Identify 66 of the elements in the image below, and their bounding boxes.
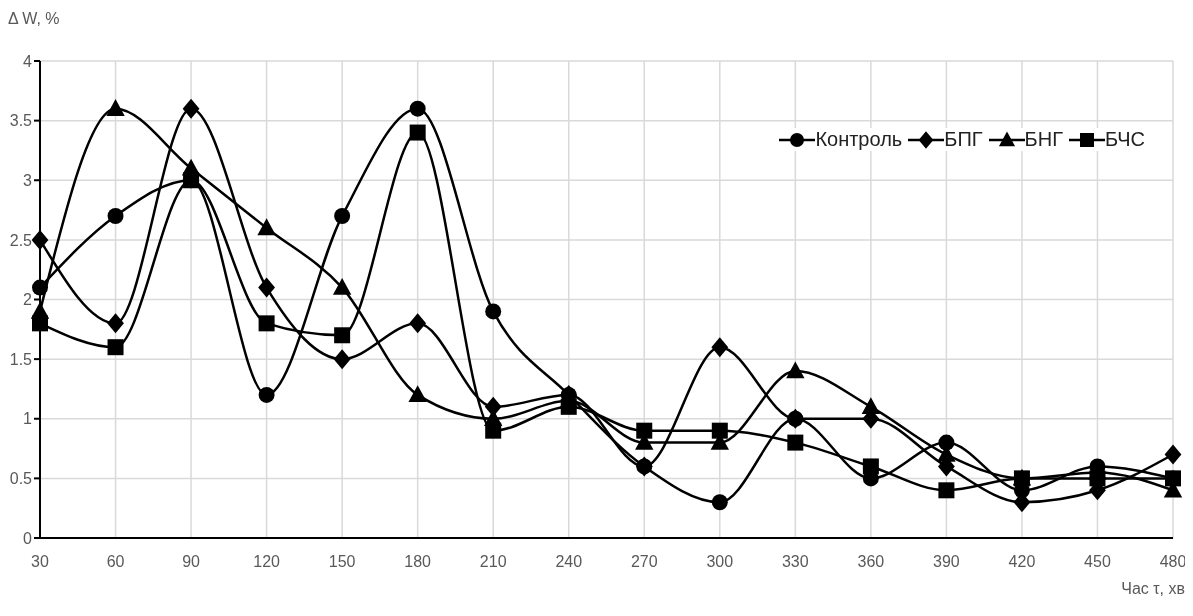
y-tick-label: 2 xyxy=(23,291,33,309)
point xyxy=(334,208,351,225)
point xyxy=(485,422,502,439)
legend-label: Контроль xyxy=(815,128,903,151)
point xyxy=(636,422,653,439)
x-tick-label: 300 xyxy=(706,553,734,571)
point xyxy=(334,327,351,344)
point xyxy=(409,100,426,117)
point xyxy=(183,172,200,189)
x-tick-label: 270 xyxy=(630,553,658,571)
legend-label: БПГ xyxy=(944,128,983,151)
point xyxy=(1164,444,1182,465)
point xyxy=(409,124,426,141)
point xyxy=(787,434,804,451)
point xyxy=(31,229,49,250)
point xyxy=(107,313,124,334)
x-tick-label: 360 xyxy=(857,553,885,571)
y-tick-label: 1 xyxy=(23,410,33,428)
point xyxy=(32,279,48,296)
y-tick-label: 3 xyxy=(23,171,33,189)
y-axis-title: Δ W, % xyxy=(8,10,60,28)
x-tick-label: 480 xyxy=(1159,553,1187,571)
x-axis-title: Час τ, хв xyxy=(1121,580,1185,598)
point xyxy=(106,99,125,116)
point xyxy=(258,277,275,298)
point xyxy=(107,208,124,225)
point xyxy=(107,339,124,356)
point xyxy=(711,337,729,358)
point xyxy=(862,458,879,475)
x-tick-label: 90 xyxy=(182,553,201,571)
point xyxy=(258,315,275,332)
x-tick-label: 330 xyxy=(781,553,809,571)
y-tick-label: 3.5 xyxy=(9,112,33,130)
x-tick-label: 450 xyxy=(1084,553,1111,571)
point xyxy=(333,349,351,370)
x-tick-label: 240 xyxy=(555,553,583,571)
point xyxy=(409,313,427,334)
x-tick-label: 210 xyxy=(479,553,507,571)
point xyxy=(408,385,427,403)
point xyxy=(560,398,577,415)
x-tick-label: 30 xyxy=(31,553,49,571)
x-tick-label: 60 xyxy=(106,553,125,571)
point xyxy=(1165,470,1181,487)
y-tick-label: 0 xyxy=(23,529,33,547)
legend-label: БЧС xyxy=(1105,128,1145,151)
point xyxy=(786,361,805,379)
y-tick-label: 1.5 xyxy=(9,350,33,368)
x-tick-label: 150 xyxy=(328,553,356,571)
point xyxy=(938,482,955,499)
y-tick-label: 4 xyxy=(23,52,33,70)
point xyxy=(182,98,200,119)
point xyxy=(711,494,728,511)
legend-label: БНГ xyxy=(1024,128,1063,151)
x-tick-label: 420 xyxy=(1008,553,1036,571)
x-tick-label: 390 xyxy=(933,553,960,571)
point xyxy=(711,422,728,439)
y-tick-label: 2.5 xyxy=(9,231,33,249)
point xyxy=(32,315,48,332)
point xyxy=(332,277,352,295)
point xyxy=(861,397,881,415)
x-tick-label: 180 xyxy=(404,553,432,571)
point xyxy=(257,218,276,236)
x-tick-label: 120 xyxy=(253,553,281,571)
point xyxy=(485,303,502,320)
y-tick-label: 0.5 xyxy=(9,470,33,488)
point xyxy=(258,386,275,403)
